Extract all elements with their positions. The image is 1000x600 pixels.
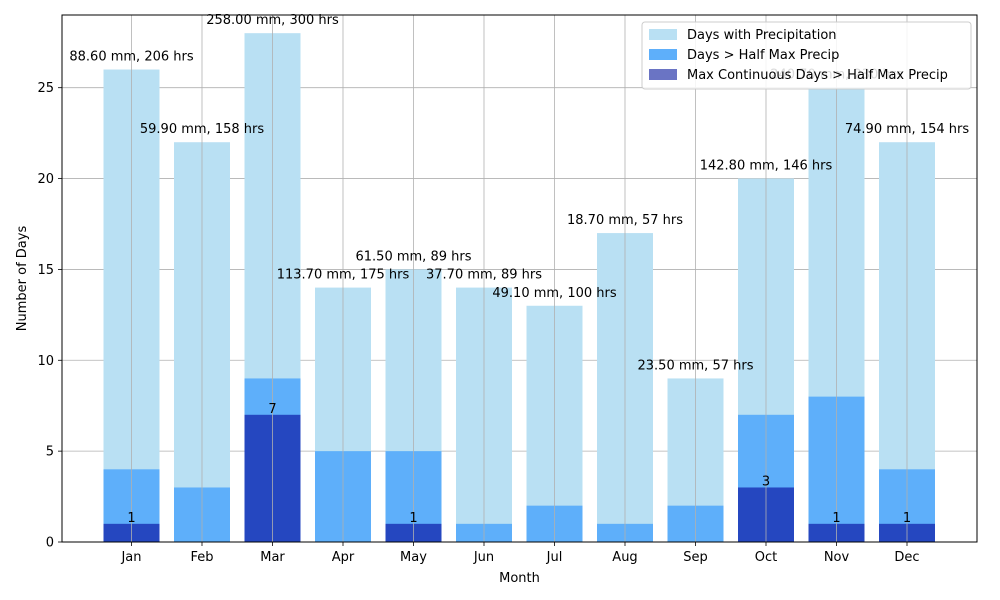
x-axis-label: Month (499, 571, 540, 586)
total-annotation: 113.70 mm, 175 hrs (277, 268, 410, 283)
total-annotation: 37.70 mm, 89 hrs (426, 268, 542, 283)
legend-label: Max Continuous Days > Half Max Precip (687, 68, 948, 83)
vertical-grid-layer (131, 15, 908, 542)
x-tick-label: Feb (190, 550, 213, 565)
axes-layer: 0 5 10 15 20 25 Jan Feb Mar Apr May Jun Jul Aug Sep Oct… (37, 81, 919, 565)
x-tick-label: Mar (260, 550, 285, 565)
max-continuous-label: 3 (762, 474, 770, 489)
plot-frame (61, 14, 978, 543)
x-tick-label: Jan (120, 550, 141, 565)
y-axis-label: Number of Days (15, 226, 30, 332)
total-annotation: 258.00 mm, 300 hrs (206, 13, 339, 28)
x-tick-label: Sep (683, 550, 708, 565)
y-tick-label: 10 (37, 354, 54, 369)
total-annotation: 142.80 mm, 146 hrs (700, 159, 833, 174)
x-tick-label: Jun (473, 550, 494, 565)
x-tick-label: Dec (894, 550, 919, 565)
max-continuous-label: 1 (409, 511, 417, 526)
x-tick-label: Aug (612, 550, 637, 565)
x-tick-label: Apr (332, 550, 355, 565)
y-tick-label: 0 (46, 536, 54, 551)
legend: Days with Precipitation Days > Half Max P… (641, 21, 972, 90)
total-annotation: 49.10 mm, 100 hrs (492, 286, 616, 301)
total-annotation: 23.50 mm, 57 hrs (638, 358, 754, 373)
max-continuous-label: 7 (268, 402, 276, 417)
x-tick-label: Nov (824, 550, 850, 565)
x-tick-label: Oct (755, 550, 777, 565)
legend-label: Days > Half Max Precip (687, 48, 839, 63)
total-annotation: 18.70 mm, 57 hrs (567, 213, 683, 228)
x-tick-label: Jul (546, 550, 563, 565)
total-annotation: 74.90 mm, 154 hrs (845, 122, 969, 137)
total-annotation: 59.90 mm, 158 hrs (140, 122, 264, 137)
y-tick-label: 15 (37, 263, 54, 278)
legend-swatch (649, 49, 677, 60)
y-tick-label: 5 (46, 445, 54, 460)
legend-swatch (649, 29, 677, 40)
y-tick-label: 25 (37, 81, 54, 96)
total-annotation: 61.50 mm, 89 hrs (356, 249, 472, 264)
y-tick-label: 20 (37, 172, 54, 187)
max-continuous-label: 1 (832, 511, 840, 526)
legend-swatch (649, 69, 677, 80)
legend-label: Days with Precipitation (687, 28, 837, 43)
x-tick-label: May (400, 550, 427, 565)
max-continuous-label: 1 (127, 511, 135, 526)
legend-box (641, 21, 972, 90)
total-annotation: 88.60 mm, 206 hrs (69, 50, 193, 65)
max-continuous-label: 1 (903, 511, 911, 526)
